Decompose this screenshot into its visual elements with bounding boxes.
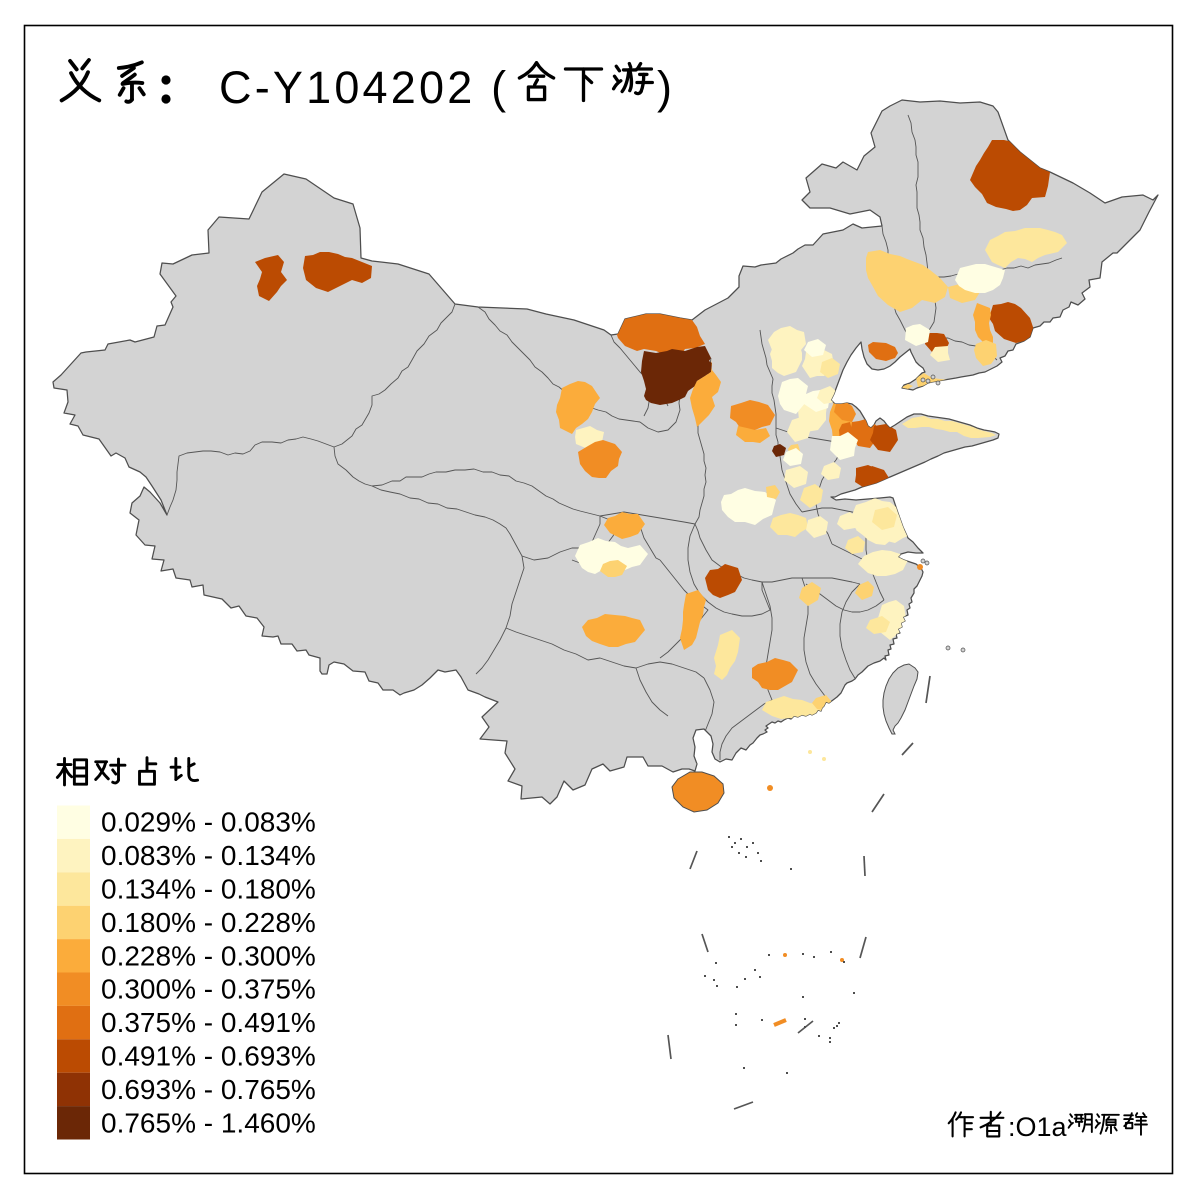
svg-text:0.693% - 0.765%: 0.693% - 0.765% (101, 1074, 316, 1105)
svg-text::O1a: :O1a (1008, 1112, 1068, 1142)
svg-text:0.180% - 0.228%: 0.180% - 0.228% (101, 907, 316, 938)
svg-text:0.491% - 0.693%: 0.491% - 0.693% (101, 1041, 316, 1072)
svg-text:0.228% - 0.300%: 0.228% - 0.300% (101, 940, 316, 971)
svg-text:0.083% - 0.134%: 0.083% - 0.134% (101, 840, 316, 871)
svg-text:0.029% - 0.083%: 0.029% - 0.083% (101, 807, 316, 838)
svg-text:0.765% - 1.460%: 0.765% - 1.460% (101, 1107, 316, 1138)
svg-text:C-Y104202 (: C-Y104202 ( (219, 62, 509, 113)
svg-text:0.300% - 0.375%: 0.300% - 0.375% (101, 974, 316, 1005)
svg-text:0.134% - 0.180%: 0.134% - 0.180% (101, 874, 316, 905)
svg-text:): ) (657, 62, 672, 113)
svg-text:0.375% - 0.491%: 0.375% - 0.491% (101, 1007, 316, 1038)
